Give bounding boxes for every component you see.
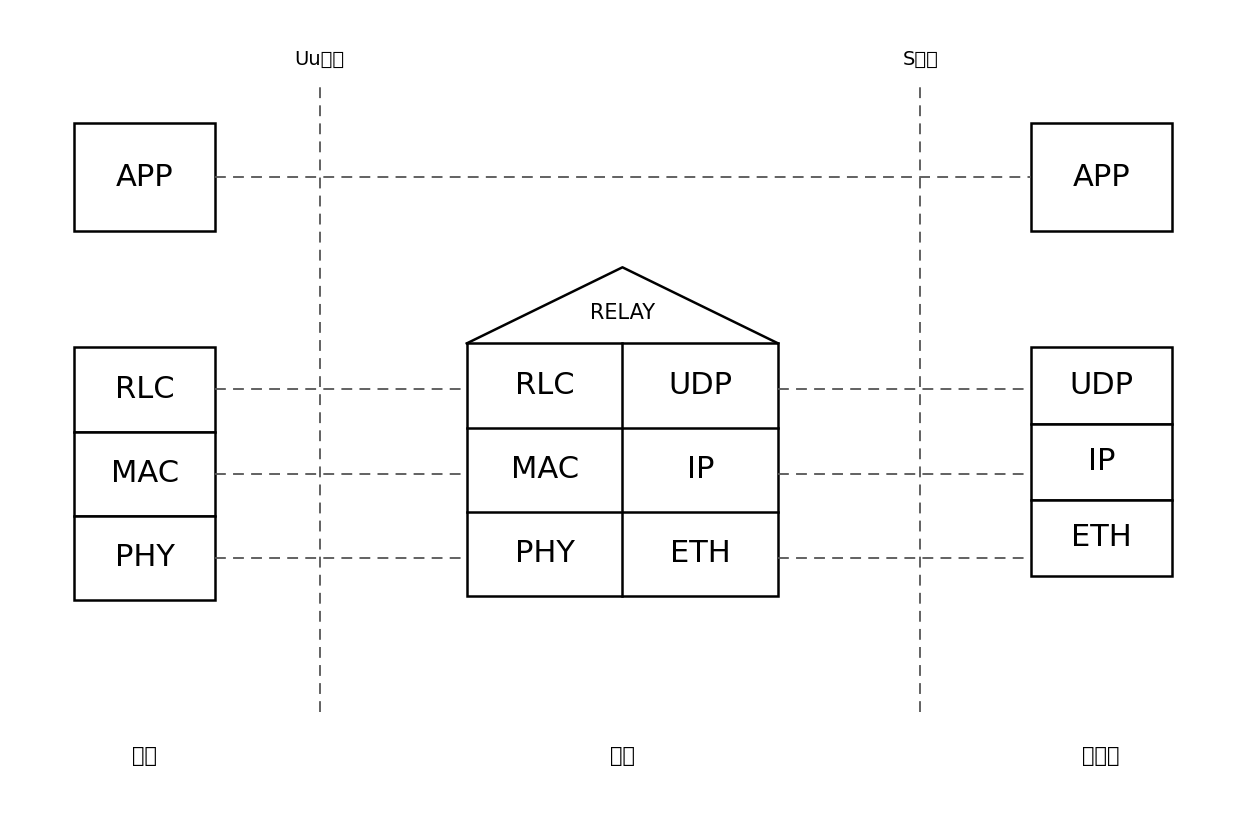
Text: RELAY: RELAY — [590, 303, 655, 323]
Text: IP: IP — [1087, 447, 1115, 476]
Text: ETH: ETH — [670, 540, 730, 568]
Bar — [1030, 123, 1172, 231]
Text: ETH: ETH — [1071, 523, 1132, 553]
Bar — [1030, 500, 1172, 575]
Text: UDP: UDP — [668, 371, 733, 400]
Text: 服务器: 服务器 — [1083, 746, 1120, 766]
Text: PHY: PHY — [515, 540, 574, 568]
Text: APP: APP — [1073, 163, 1130, 192]
Text: RLC: RLC — [515, 371, 574, 400]
Text: UDP: UDP — [1069, 371, 1133, 400]
Bar — [1030, 347, 1172, 424]
Text: PHY: PHY — [115, 544, 175, 572]
Bar — [1030, 424, 1172, 500]
Text: APP: APP — [117, 163, 174, 192]
Text: MAC: MAC — [110, 459, 179, 488]
Bar — [74, 516, 216, 600]
Text: Uu接口: Uu接口 — [295, 50, 345, 68]
Text: S接口: S接口 — [903, 50, 939, 68]
Text: MAC: MAC — [511, 455, 579, 484]
Text: RLC: RLC — [115, 375, 175, 404]
Bar — [74, 431, 216, 516]
Bar — [74, 347, 216, 431]
Bar — [466, 343, 779, 596]
Text: IP: IP — [687, 455, 714, 484]
Text: 终端: 终端 — [133, 746, 157, 766]
Text: 基站: 基站 — [610, 746, 635, 766]
Bar — [74, 123, 216, 231]
